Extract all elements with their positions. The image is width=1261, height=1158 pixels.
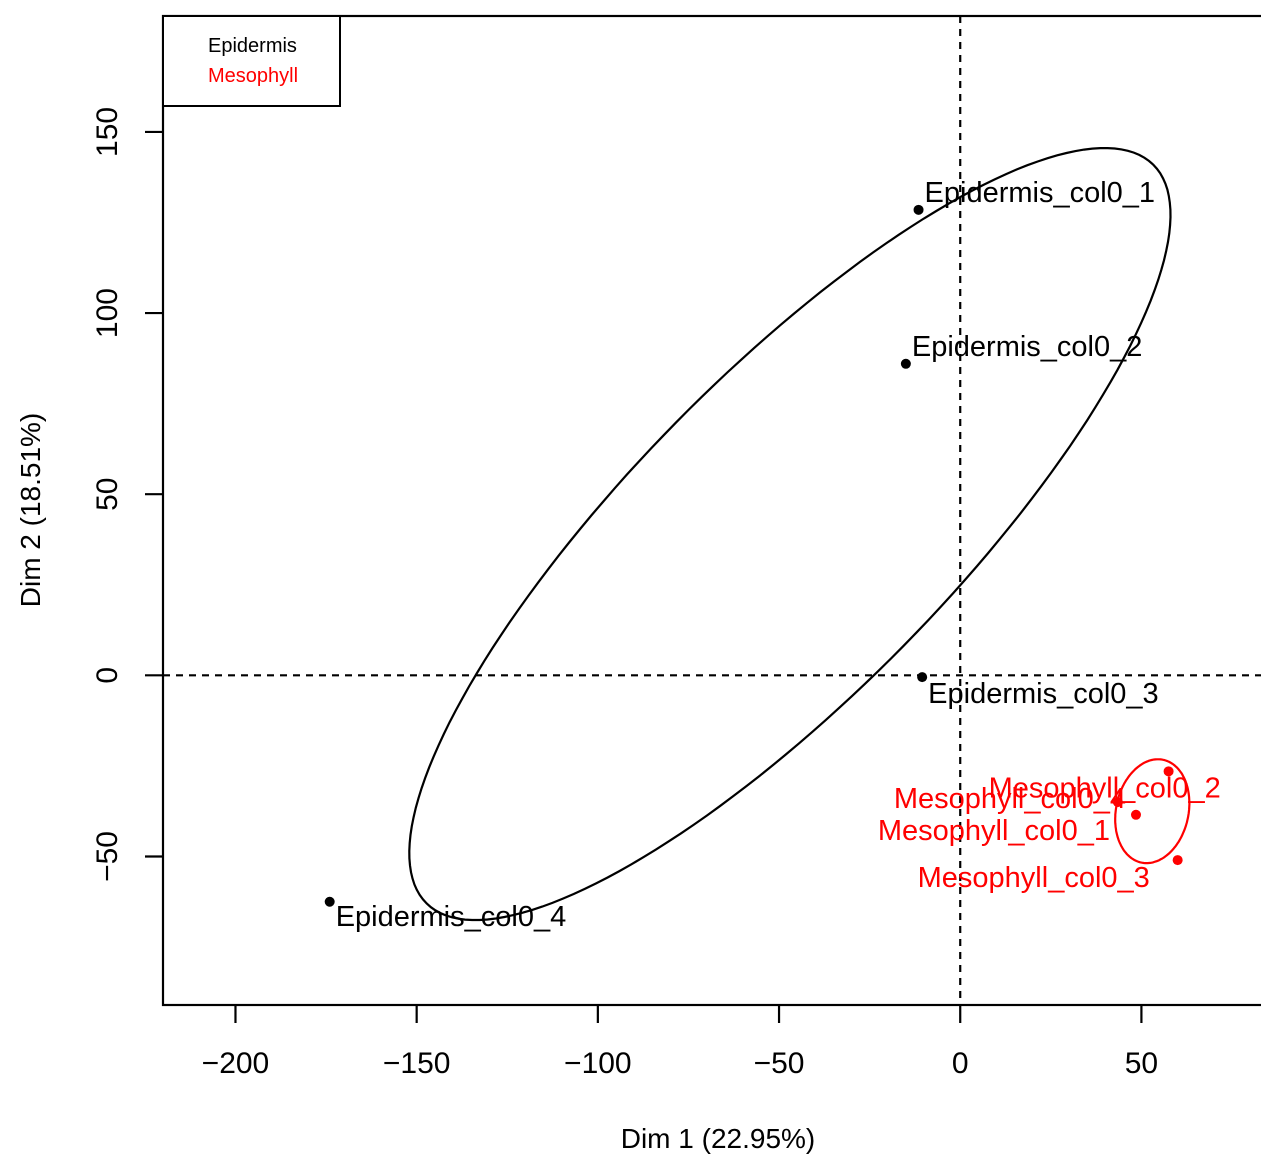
y-axis: −50 0 50 100 150 [91,107,163,882]
x-tick-label: 50 [1125,1047,1158,1080]
point-labels: Epidermis_col0_1 Epidermis_col0_2 Epidermi… [336,177,1221,933]
mesophyll-point-2 [1163,766,1174,777]
data-points [324,204,1183,907]
x-axis-label: Dim 1 (22.95%) [621,1123,816,1154]
legend: Epidermis Mesophyll [162,15,341,107]
point-label: Epidermis_col0_4 [336,901,567,933]
plot-frame [161,14,1261,1007]
epidermis-ellipse [408,147,1172,922]
x-tick-label: −150 [383,1047,451,1080]
point-label: Mesophyll_col0_1 [878,815,1110,847]
x-axis: −200 −150 −100 −50 0 50 [202,1005,1158,1080]
plot-border [161,14,1261,1007]
x-tick-label: −50 [754,1047,805,1080]
epidermis-point-3 [917,672,928,683]
mesophyll-point-1 [1112,797,1123,808]
legend-entry: Mesophyll [208,65,298,87]
x-tick-label: −200 [202,1047,270,1080]
mesophyll-point-3 [1172,855,1183,866]
point-label: Mesophyll_col0_2 [989,772,1221,804]
epidermis-point-1 [913,204,924,215]
y-tick-label: 100 [91,288,124,338]
point-label: Mesophyll_col0_3 [918,862,1150,894]
epidermis-point-2 [900,358,911,369]
mesophyll-ellipse [1114,758,1191,865]
y-tick-label: 50 [91,478,124,511]
legend-box [162,15,341,107]
y-tick-label: 0 [91,667,124,684]
point-label: Epidermis_col0_1 [925,177,1156,209]
x-tick-label: 0 [952,1047,969,1080]
point-label: Epidermis_col0_3 [928,678,1159,710]
mesophyll-point-4 [1130,809,1141,820]
x-tick-label: −100 [564,1047,632,1080]
y-axis-label: Dim 2 (18.51%) [15,413,46,608]
y-tick-label: −50 [91,831,124,882]
point-label: Mesophyll_col0_4 [894,783,1126,815]
point-label: Epidermis_col0_2 [912,331,1143,363]
confidence-ellipses [408,147,1191,922]
y-tick-label: 150 [91,107,124,157]
epidermis-point-4 [324,896,335,907]
legend-entry: Epidermis [208,35,297,57]
reference-lines [163,16,1261,1005]
